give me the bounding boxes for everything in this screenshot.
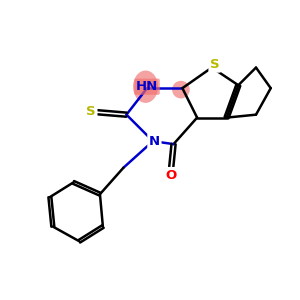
Text: S: S: [210, 58, 220, 71]
Text: O: O: [165, 169, 176, 182]
Ellipse shape: [172, 81, 190, 98]
Text: N: N: [149, 135, 160, 148]
Ellipse shape: [133, 70, 158, 103]
Text: S: S: [86, 105, 96, 118]
Text: HN: HN: [136, 80, 158, 93]
